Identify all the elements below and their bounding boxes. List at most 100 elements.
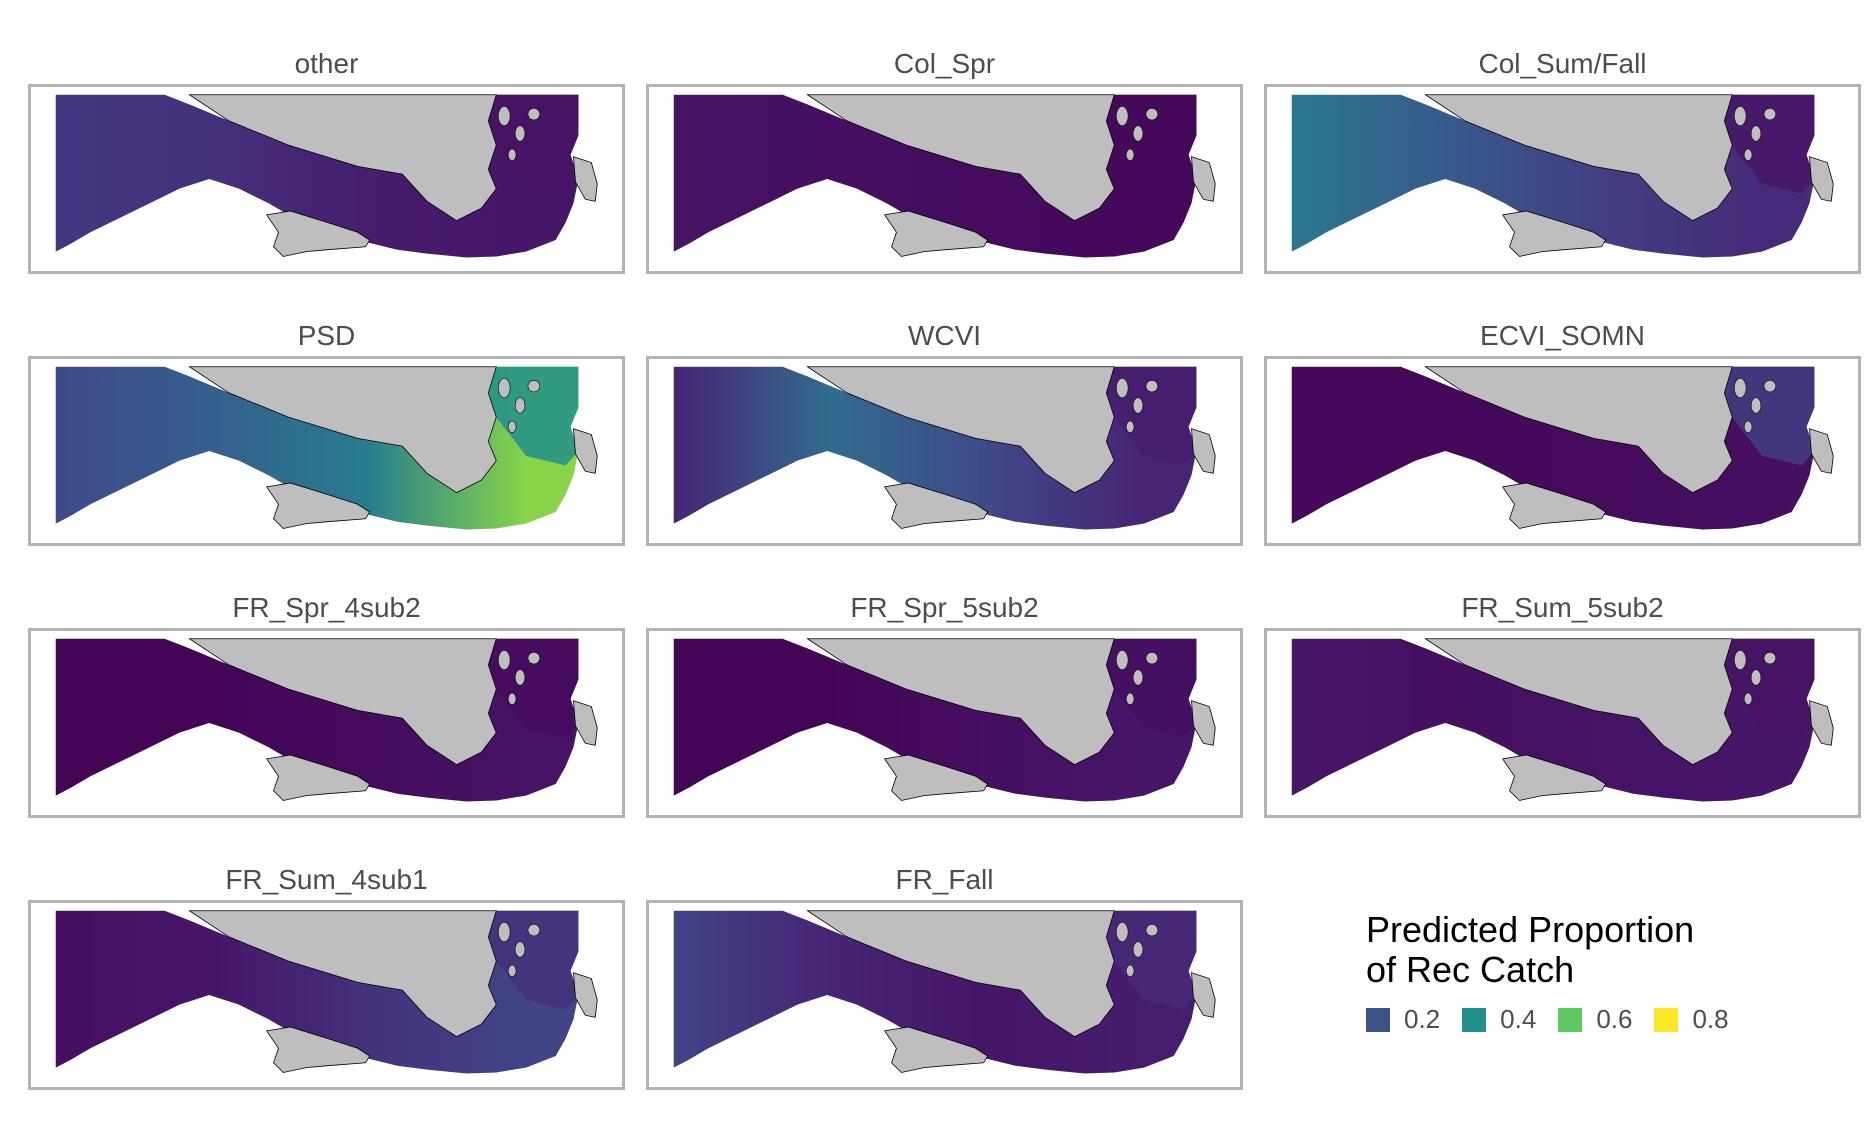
map-plot xyxy=(673,638,1216,802)
map-frame xyxy=(28,84,625,274)
small-island xyxy=(1125,692,1135,705)
small-island xyxy=(1750,125,1762,142)
landmass xyxy=(188,366,497,494)
landmass xyxy=(1424,94,1733,222)
legend-title-line1: Predicted Proportion xyxy=(1366,909,1695,950)
map-plot xyxy=(1291,94,1834,258)
legend-key-1: 0.4 xyxy=(1462,1004,1536,1035)
map-frame xyxy=(646,628,1243,818)
prediction-surface xyxy=(1291,366,1815,530)
facet-label: WCVI xyxy=(907,320,982,351)
facet-panel: FR_Sum_5sub2 xyxy=(1264,592,1861,824)
map-frame xyxy=(1264,628,1861,818)
legend-label-3: 0.8 xyxy=(1692,1004,1729,1034)
prediction-surface xyxy=(673,910,1197,1074)
small-island xyxy=(507,420,517,433)
island xyxy=(883,1026,989,1073)
small-island xyxy=(1733,106,1747,127)
map-frame xyxy=(1264,84,1861,274)
inlet-surface xyxy=(488,638,579,738)
small-island xyxy=(1145,652,1159,665)
small-island xyxy=(527,108,541,121)
facet-panel: Col_Spr xyxy=(646,48,1243,280)
map-frame xyxy=(28,356,625,546)
small-island xyxy=(514,941,526,958)
small-island xyxy=(507,148,517,161)
inlet-surface xyxy=(1724,638,1815,738)
small-island xyxy=(1132,397,1144,414)
prediction-surface xyxy=(673,638,1197,802)
legend-swatch-3 xyxy=(1654,1007,1679,1032)
facet-panel: PSD xyxy=(28,320,625,552)
small-island xyxy=(1743,148,1753,161)
small-island xyxy=(1125,148,1135,161)
small-island xyxy=(527,652,541,665)
legend-keys: 0.2 0.4 0.6 0.8 xyxy=(1366,1004,1751,1035)
legend-label-1: 0.4 xyxy=(1500,1004,1537,1034)
small-island xyxy=(514,397,526,414)
islet xyxy=(573,428,598,474)
legend-key-2: 0.6 xyxy=(1558,1004,1632,1035)
island xyxy=(265,1026,371,1073)
map-frame xyxy=(28,900,625,1090)
small-island xyxy=(497,106,511,127)
small-island xyxy=(1145,924,1159,937)
small-island xyxy=(1743,420,1753,433)
small-island xyxy=(497,650,511,671)
facet-label: Col_Spr xyxy=(893,48,996,79)
legend-key-0: 0.2 xyxy=(1366,1004,1440,1035)
small-island xyxy=(527,924,541,937)
island xyxy=(1501,754,1607,801)
map-plot xyxy=(55,94,598,258)
legend: Predicted Proportion of Rec Catch 0.2 0.… xyxy=(1366,910,1751,1035)
island xyxy=(883,482,989,529)
inlet-surface xyxy=(1106,638,1197,738)
map-plot xyxy=(55,910,598,1074)
prediction-surface xyxy=(673,94,1197,258)
map-frame xyxy=(28,628,625,818)
islet xyxy=(573,156,598,202)
map-frame xyxy=(1264,356,1861,546)
island xyxy=(265,482,371,529)
small-island xyxy=(1763,380,1777,393)
prediction-surface xyxy=(673,366,1197,530)
facet-panel: FR_Sum_4sub1 xyxy=(28,864,625,1096)
map-frame xyxy=(646,356,1243,546)
prediction-surface xyxy=(55,94,579,258)
inlet-surface xyxy=(1724,366,1815,466)
small-island xyxy=(1132,669,1144,686)
facet-label: FR_Sum_4sub1 xyxy=(225,864,428,895)
facet-label: FR_Spr_5sub2 xyxy=(850,592,1039,623)
legend-key-3: 0.8 xyxy=(1654,1004,1729,1035)
small-island xyxy=(1750,397,1762,414)
legend-title: Predicted Proportion of Rec Catch xyxy=(1366,910,1751,990)
small-island xyxy=(1132,941,1144,958)
small-island xyxy=(1115,922,1129,943)
landmass xyxy=(1424,366,1733,494)
island xyxy=(265,210,371,257)
facet-panel: Col_Sum/Fall xyxy=(1264,48,1861,280)
facet-label: FR_Spr_4sub2 xyxy=(232,592,421,623)
legend-label-2: 0.6 xyxy=(1596,1004,1633,1034)
prediction-surface xyxy=(1291,638,1815,802)
island xyxy=(1501,210,1607,257)
small-island xyxy=(1125,420,1135,433)
map-plot xyxy=(55,638,598,802)
inlet-surface xyxy=(1106,910,1197,1010)
island xyxy=(1501,482,1607,529)
islet xyxy=(1809,700,1834,746)
prediction-surface xyxy=(55,910,579,1074)
small-island xyxy=(1145,380,1159,393)
islet xyxy=(573,972,598,1018)
small-island xyxy=(1115,378,1129,399)
small-island xyxy=(1763,108,1777,121)
facet-label: PSD xyxy=(297,320,356,351)
facet-label: FR_Sum_5sub2 xyxy=(1461,592,1664,623)
small-island xyxy=(1743,692,1753,705)
small-island xyxy=(514,669,526,686)
legend-swatch-2 xyxy=(1558,1007,1583,1032)
facet-label: other xyxy=(294,48,359,79)
inlet-surface xyxy=(1106,366,1197,466)
prediction-surface xyxy=(1291,94,1815,258)
small-island xyxy=(1132,125,1144,142)
